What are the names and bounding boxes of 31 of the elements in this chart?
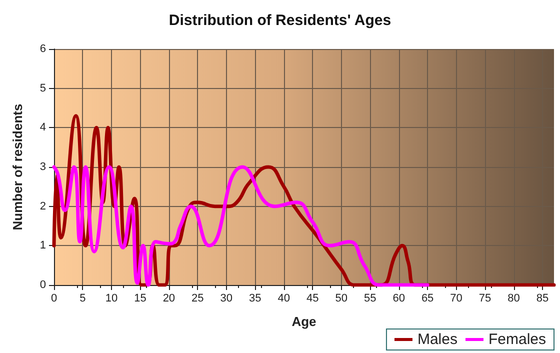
x-tick-label: 60 — [392, 292, 405, 304]
x-tick-label: 45 — [306, 292, 319, 304]
chart-title: Distribution of Residents' Ages — [168, 12, 392, 29]
x-tick-label: 5 — [80, 292, 86, 304]
y-tick-label: 5 — [40, 82, 46, 94]
x-tick-label: 55 — [364, 292, 376, 304]
y-tick-label: 3 — [40, 161, 46, 173]
x-tick-label: 40 — [278, 292, 290, 304]
x-tick-label: 50 — [335, 292, 348, 304]
x-tick-label: 75 — [478, 292, 492, 304]
legend-label: Males — [417, 331, 458, 348]
y-axis-title: Number of residents — [10, 104, 25, 230]
x-tick-label: 65 — [421, 292, 434, 304]
y-tick-label: 0 — [40, 279, 46, 291]
x-tick-label: 85 — [536, 292, 549, 304]
x-tick-label: 15 — [134, 292, 146, 304]
x-axis-title: Age — [292, 314, 316, 329]
y-tick-label: 2 — [40, 200, 46, 212]
x-tick-label: 20 — [162, 292, 176, 304]
y-tick-label: 1 — [40, 240, 46, 252]
x-tick-label: 30 — [220, 292, 233, 304]
x-tick-label: 80 — [508, 292, 520, 304]
x-tick-label: 25 — [192, 292, 204, 304]
x-tick-label: 70 — [450, 292, 462, 304]
x-tick-label: 0 — [50, 292, 58, 304]
y-tick-label: 6 — [40, 43, 46, 55]
line-series — [52, 165, 430, 287]
y-tick-label: 4 — [40, 122, 46, 134]
x-tick-label: 10 — [105, 292, 118, 304]
x-tick-label: 35 — [249, 292, 262, 304]
legend-label: Females — [488, 331, 546, 348]
